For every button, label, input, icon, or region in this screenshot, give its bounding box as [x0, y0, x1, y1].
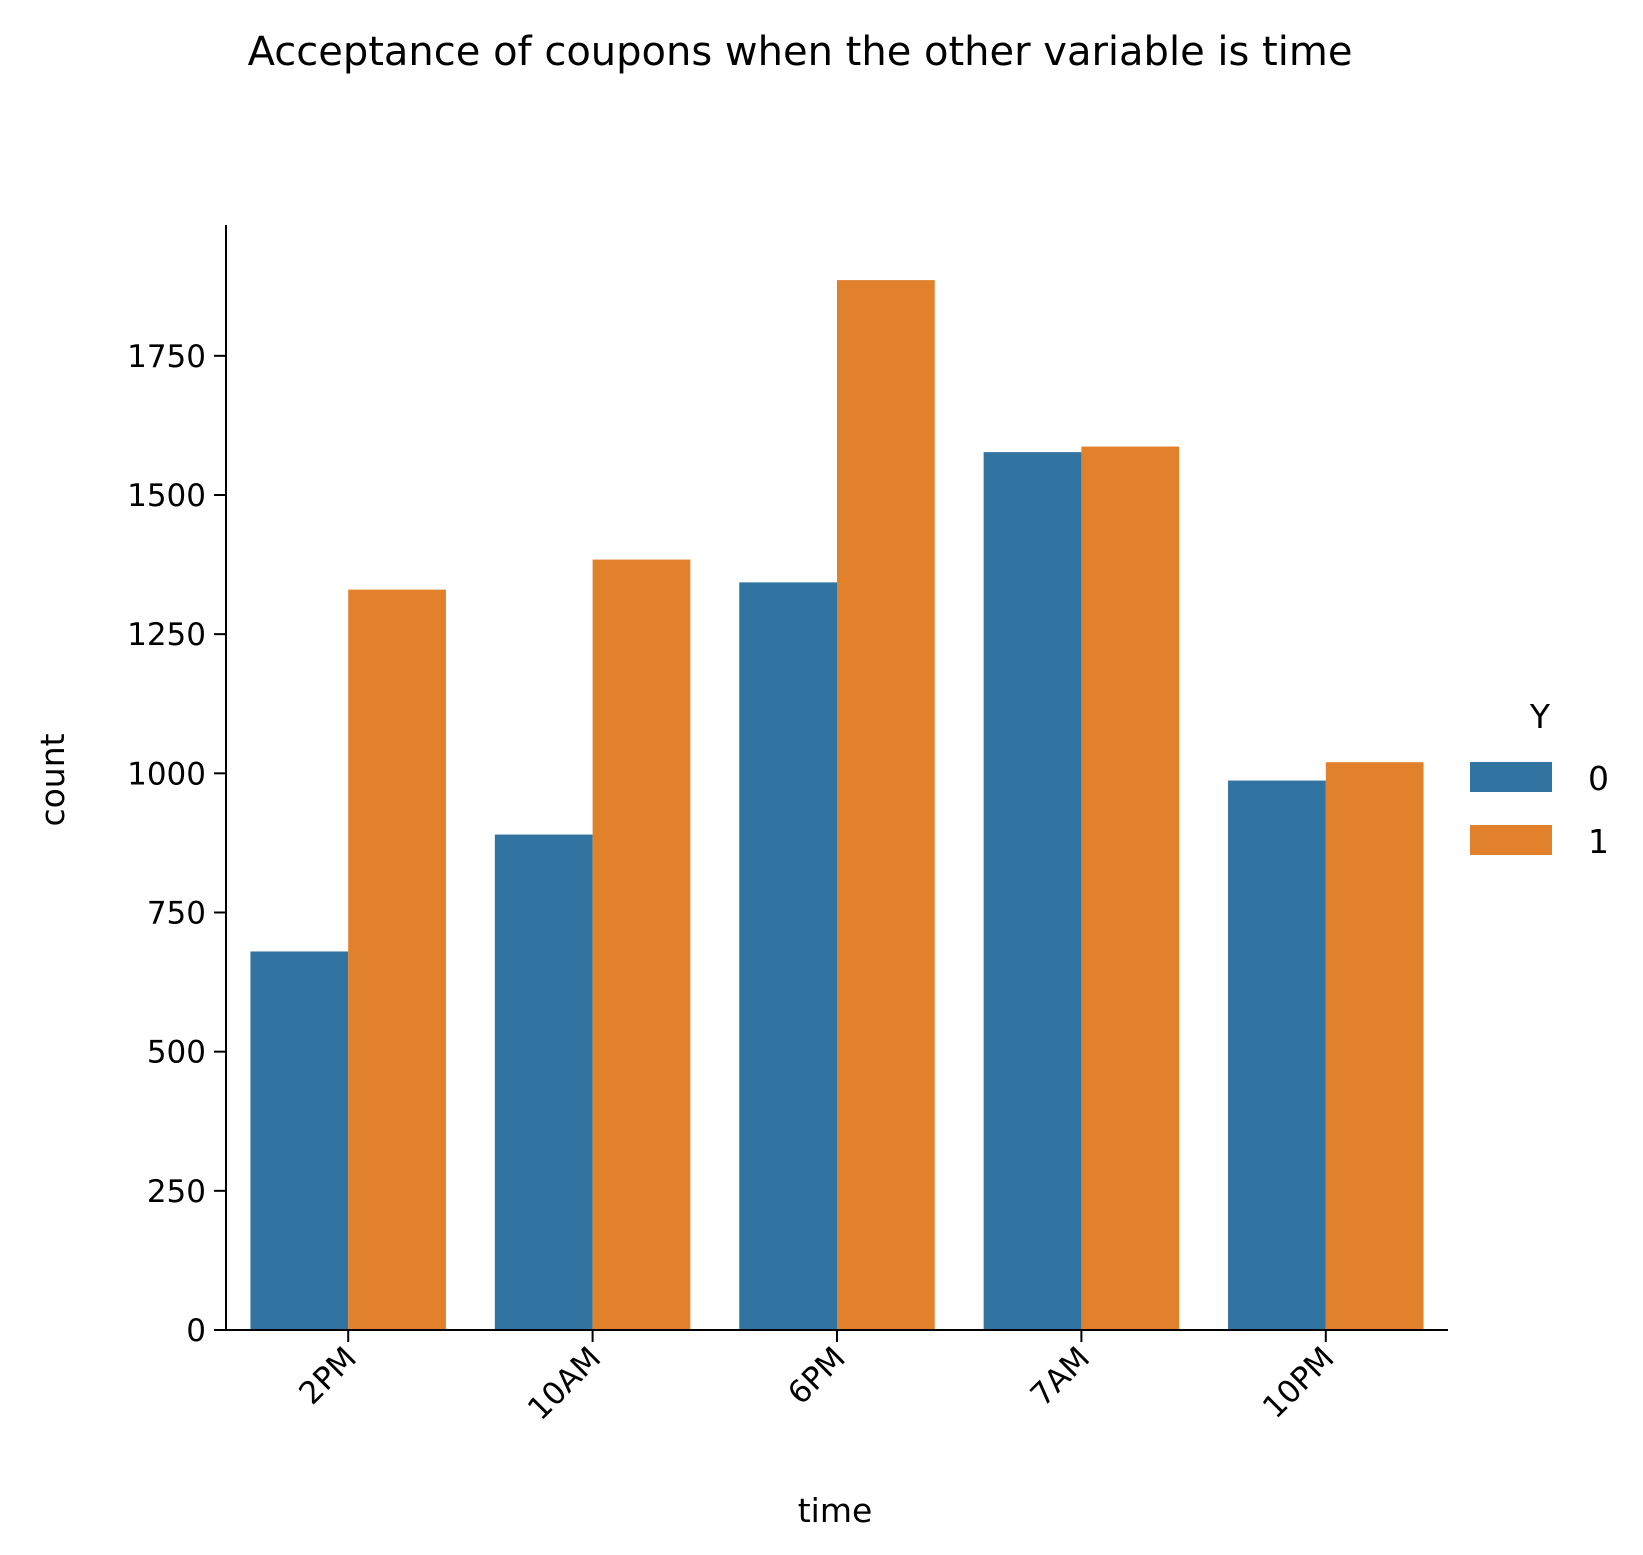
x-tick-label: 10AM — [521, 1340, 608, 1427]
bar-10PM-series-0 — [1228, 780, 1326, 1330]
y-tick-label: 0 — [186, 1313, 206, 1349]
y-tick-label: 1000 — [127, 756, 206, 792]
x-tick-label: 7AM — [1024, 1340, 1097, 1413]
bar-6PM-series-1 — [837, 280, 935, 1330]
bar-2PM-series-1 — [348, 589, 446, 1330]
bar-10PM-series-1 — [1325, 762, 1424, 1330]
legend-swatch-0 — [1470, 762, 1552, 792]
x-tick-label: 2PM — [292, 1340, 364, 1412]
x-tick-label: 6PM — [781, 1340, 853, 1412]
x-ticks-group: 2PM 10AM 6PM 7AM 10PM — [292, 1330, 1341, 1427]
bar-10AM-series-0 — [494, 834, 593, 1330]
y-tick-label: 750 — [147, 895, 206, 931]
legend-title: Y — [1529, 697, 1551, 736]
y-tick-label: 500 — [147, 1035, 206, 1071]
chart-title: Acceptance of coupons when the other var… — [248, 29, 1353, 75]
bar-2PM-series-0 — [250, 951, 349, 1330]
bar-10AM-series-1 — [592, 559, 691, 1330]
legend-label-0: 0 — [1588, 759, 1609, 798]
bars-group — [250, 280, 1424, 1331]
bar-6PM-series-0 — [739, 582, 837, 1330]
x-tick-label: 10PM — [1256, 1340, 1341, 1425]
y-tick-label: 1500 — [127, 478, 206, 514]
y-axis-label: count — [33, 733, 72, 826]
x-axis-label: time — [798, 1491, 873, 1530]
legend-label-1: 1 — [1588, 822, 1609, 861]
y-tick-label: 250 — [147, 1174, 206, 1210]
legend-swatch-1 — [1470, 825, 1552, 855]
bar-7AM-series-0 — [983, 452, 1082, 1330]
bar-7AM-series-1 — [1081, 446, 1180, 1331]
y-tick-label: 1750 — [127, 339, 206, 375]
y-tick-label: 1250 — [127, 617, 206, 653]
y-ticks-group: 0 250 500 750 1000 1250 1500 1750 — [127, 339, 226, 1349]
legend: Y 0 1 — [1470, 697, 1609, 861]
